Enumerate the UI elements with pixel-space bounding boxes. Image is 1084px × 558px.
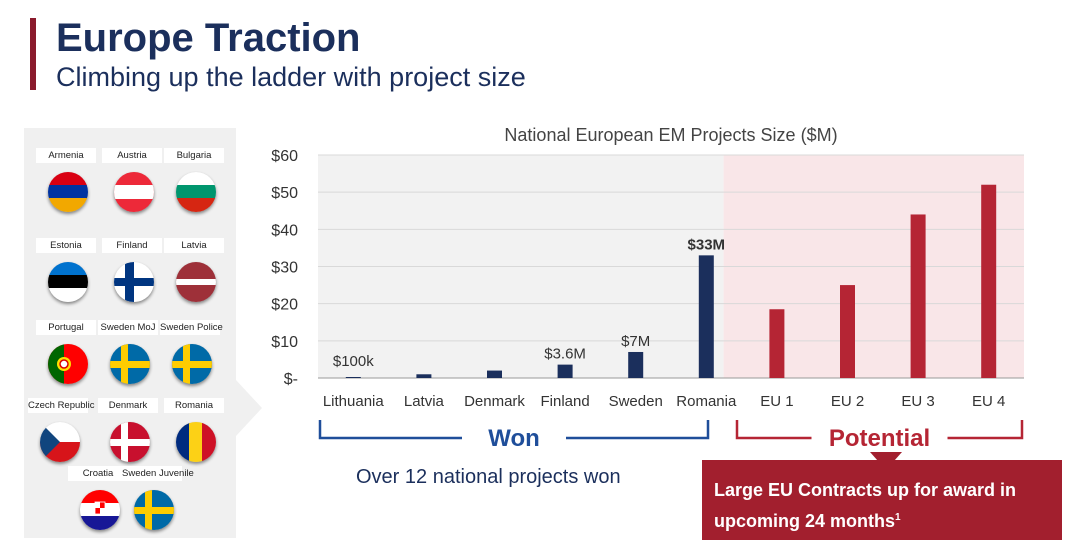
sweden-flag-icon — [172, 344, 212, 384]
x-tick-label: Sweden — [609, 393, 663, 410]
page-subtitle: Climbing up the ladder with project size — [56, 62, 526, 92]
x-tick-label: Denmark — [464, 393, 525, 410]
potential-bracket-left — [735, 420, 812, 440]
flag-label: Latvia — [164, 238, 224, 253]
y-tick-label: $10 — [271, 334, 298, 351]
bar — [416, 374, 432, 378]
romania-flag-icon — [176, 422, 216, 462]
x-tick-label: EU 2 — [831, 393, 864, 410]
potential-bracket-right — [947, 420, 1024, 440]
chart-title: National European EM Projects Size ($M) — [504, 125, 837, 145]
y-tick-label: $30 — [271, 260, 298, 277]
flag-label: Armenia — [36, 148, 96, 163]
flag-label: Czech Republic — [28, 398, 95, 413]
potential-group-label: Potential — [829, 425, 930, 452]
czech-flag-icon — [40, 422, 80, 462]
callout-text: Large EU Contracts up for award in upcom… — [714, 480, 1017, 531]
bar — [557, 364, 573, 378]
estonia-flag-icon — [48, 262, 88, 302]
won-note: Over 12 national projects won — [356, 466, 621, 488]
sweden-flag-icon — [134, 490, 174, 530]
x-tick-label: Romania — [676, 393, 737, 410]
data-label: $7M — [621, 333, 650, 350]
flag-item-estonia: Estonia — [36, 238, 96, 302]
flag-item-croatia: Croatia — [68, 466, 128, 530]
flag-label: Finland — [102, 238, 162, 253]
data-label: $100k — [333, 353, 374, 370]
denmark-flag-icon — [110, 422, 150, 462]
y-tick-label: $60 — [271, 148, 298, 165]
flag-item-romania: Romania — [164, 398, 224, 462]
flag-panel: Armenia Austria Bulgaria Estonia Finland Latv… — [24, 128, 236, 538]
flag-label: Austria — [102, 148, 162, 163]
bar — [628, 351, 644, 378]
bar — [345, 377, 361, 378]
portugal-flag-icon — [48, 344, 88, 384]
won-group-label: Won — [488, 425, 540, 452]
sweden-flag-icon — [110, 344, 150, 384]
flag-label: Sweden Police — [160, 320, 223, 335]
flag-label: Portugal — [36, 320, 96, 335]
bar — [487, 370, 502, 378]
title-accent-bar — [30, 18, 36, 90]
x-tick-label: EU 3 — [901, 393, 934, 410]
flag-label: Bulgaria — [164, 148, 224, 163]
finland-flag-icon — [114, 262, 154, 302]
latvia-flag-icon — [176, 262, 216, 302]
flag-label: Croatia — [68, 466, 128, 481]
flag-item-sweden-juvenile: Sweden Juvenile — [122, 466, 194, 530]
x-tick-label: Finland — [540, 393, 589, 410]
won-bracket-left — [318, 420, 462, 440]
flag-label: Romania — [164, 398, 224, 413]
flag-item-sweden-police: Sweden Police — [160, 320, 223, 384]
y-tick-label: $20 — [271, 297, 298, 314]
bar — [840, 285, 855, 378]
austria-flag-icon — [114, 172, 154, 212]
page-title: Europe Traction — [56, 16, 361, 60]
flag-panel-pointer — [236, 380, 262, 436]
flag-item-czech-republic: Czech Republic — [28, 398, 95, 462]
flag-item-bulgaria: Bulgaria — [164, 148, 224, 212]
y-tick-label: $- — [284, 371, 298, 388]
callout-footnote-mark: 1 — [895, 512, 901, 523]
won-bracket-right — [566, 420, 710, 440]
x-tick-label: EU 1 — [760, 393, 793, 410]
croatia-flag-icon — [80, 490, 120, 530]
bar — [910, 214, 926, 378]
flag-item-austria: Austria — [102, 148, 162, 212]
bulgaria-flag-icon — [176, 172, 216, 212]
bar — [698, 255, 714, 378]
flag-item-sweden-moj: Sweden MoJ — [98, 320, 158, 384]
data-label: $33M — [688, 236, 726, 253]
armenia-flag-icon — [48, 172, 88, 212]
data-label: $3.6M — [544, 346, 586, 363]
flag-item-armenia: Armenia — [36, 148, 96, 212]
potential-callout: Large EU Contracts up for award in upcom… — [702, 460, 1062, 540]
x-tick-label: Lithuania — [323, 393, 385, 410]
flag-item-finland: Finland — [102, 238, 162, 302]
bar — [981, 184, 997, 378]
flag-item-denmark: Denmark — [98, 398, 158, 462]
bar — [769, 309, 785, 378]
flag-label: Sweden MoJ — [98, 320, 158, 335]
flag-label: Sweden Juvenile — [122, 466, 194, 481]
flag-label: Denmark — [98, 398, 158, 413]
flag-label: Estonia — [36, 238, 96, 253]
flag-item-latvia: Latvia — [164, 238, 224, 302]
y-tick-label: $40 — [271, 222, 298, 239]
y-tick-label: $50 — [271, 185, 298, 202]
flag-item-portugal: Portugal — [36, 320, 96, 384]
x-tick-label: Latvia — [404, 393, 445, 410]
x-tick-label: EU 4 — [972, 393, 1005, 410]
